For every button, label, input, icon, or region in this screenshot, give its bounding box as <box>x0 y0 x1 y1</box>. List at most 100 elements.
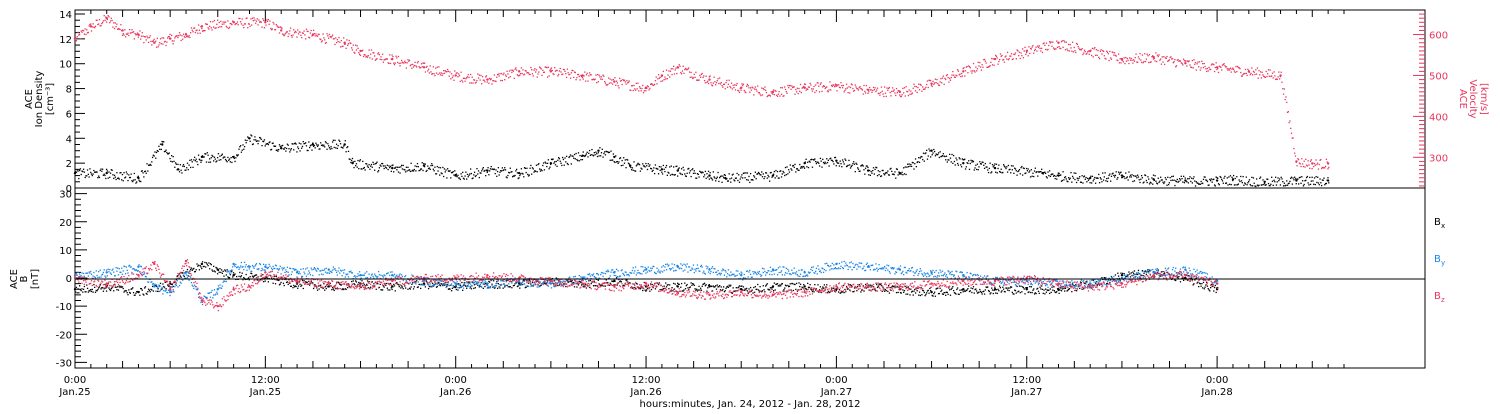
velocity-series-marker <box>1311 162 1313 164</box>
density-series-marker <box>248 137 250 139</box>
density-series-point <box>824 163 825 164</box>
velocity-series-point <box>115 26 116 27</box>
velocity-series-point <box>441 75 442 76</box>
velocity-series-point <box>1255 69 1256 70</box>
velocity-series-point <box>973 63 974 64</box>
bx-series-point <box>347 287 348 288</box>
bx-series-point <box>975 288 976 289</box>
density-series-point <box>730 182 731 183</box>
bx-series-point <box>795 289 796 290</box>
velocity-series-point <box>1143 61 1144 62</box>
velocity-series-point <box>468 77 469 78</box>
velocity-series-point <box>140 38 141 39</box>
velocity-series-point <box>735 89 736 90</box>
velocity-series-point <box>298 33 299 34</box>
velocity-series-point <box>188 35 189 36</box>
bx-series-point <box>1189 280 1190 281</box>
density-series-point <box>1120 172 1121 173</box>
density-series-point <box>368 167 369 168</box>
density-series-point <box>104 174 105 175</box>
density-series-point <box>769 180 770 181</box>
velocity-series-point <box>794 86 795 87</box>
density-series-point <box>474 172 475 173</box>
density-series-marker <box>581 154 583 156</box>
bx-series-point <box>77 292 78 293</box>
density-series-point <box>525 172 526 173</box>
density-series-point <box>828 160 829 161</box>
velocity-series-point <box>153 40 154 41</box>
bx-series-point <box>437 286 438 287</box>
density-series-point <box>633 170 634 171</box>
density-series-point <box>92 175 93 176</box>
density-series-point <box>721 175 722 176</box>
velocity-series-point <box>595 74 596 75</box>
density-series-point <box>690 170 691 171</box>
density-series-point <box>345 140 346 141</box>
bx-series-point <box>762 290 763 291</box>
bx-series-point <box>195 271 196 272</box>
velocity-series-point <box>226 27 227 28</box>
velocity-series-point <box>857 88 858 89</box>
velocity-series-point <box>1123 61 1124 62</box>
velocity-series-point <box>1072 42 1073 43</box>
velocity-series-point <box>750 87 751 88</box>
top-right-tick-label: 400 <box>1429 112 1448 123</box>
bx-series-point <box>116 289 117 290</box>
velocity-series-point <box>267 21 268 22</box>
density-series-point <box>870 175 871 176</box>
density-series-point <box>1287 185 1288 186</box>
density-series-point <box>856 164 857 165</box>
density-series-point <box>729 178 730 179</box>
velocity-series-point <box>1127 58 1128 59</box>
bx-series-point <box>915 292 916 293</box>
bx-series-point <box>81 288 82 289</box>
density-series-point <box>1308 182 1309 183</box>
density-series-point <box>952 163 953 164</box>
bx-series-point <box>1005 291 1006 292</box>
density-series-point <box>787 173 788 174</box>
density-series-point <box>750 173 751 174</box>
density-series-marker <box>1216 179 1218 181</box>
velocity-series-point <box>157 38 158 39</box>
bx-series-point <box>685 288 686 289</box>
velocity-series-point <box>566 77 567 78</box>
density-series-point <box>690 176 691 177</box>
velocity-series-point <box>1157 55 1158 56</box>
velocity-series-point <box>905 86 906 87</box>
velocity-series-point <box>756 89 757 90</box>
bx-series-point <box>368 287 369 288</box>
velocity-series-marker <box>1184 62 1186 64</box>
velocity-series-point <box>452 77 453 78</box>
bx-series-point <box>142 290 143 291</box>
density-series-point <box>1105 180 1106 181</box>
density-series-point <box>858 169 859 170</box>
density-series-point <box>933 149 934 150</box>
velocity-series-point <box>849 92 850 93</box>
bx-series-point <box>229 277 230 278</box>
density-series-point <box>1293 179 1294 180</box>
density-series-point <box>421 168 422 169</box>
density-series-point <box>1124 178 1125 179</box>
velocity-series-point <box>1113 54 1114 55</box>
velocity-series-point <box>736 85 737 86</box>
bx-series-point <box>1162 271 1163 272</box>
velocity-series-point <box>591 74 592 75</box>
velocity-series-point <box>1235 72 1236 73</box>
density-series-point <box>372 167 373 168</box>
bx-series-point <box>817 284 818 285</box>
density-series-point <box>333 140 334 141</box>
density-series-point <box>165 151 166 152</box>
velocity-series-point <box>491 78 492 79</box>
velocity-series-point <box>412 64 413 65</box>
density-series-point <box>315 147 316 148</box>
velocity-series-point <box>708 83 709 84</box>
bx-series-point <box>568 281 569 282</box>
bx-series-point <box>909 294 910 295</box>
density-series-point <box>949 154 950 155</box>
density-series-point <box>1131 174 1132 175</box>
density-series-point <box>410 171 411 172</box>
density-series-point <box>460 173 461 174</box>
velocity-series-point <box>364 54 365 55</box>
density-series-point <box>911 166 912 167</box>
bx-series-point <box>251 273 252 274</box>
